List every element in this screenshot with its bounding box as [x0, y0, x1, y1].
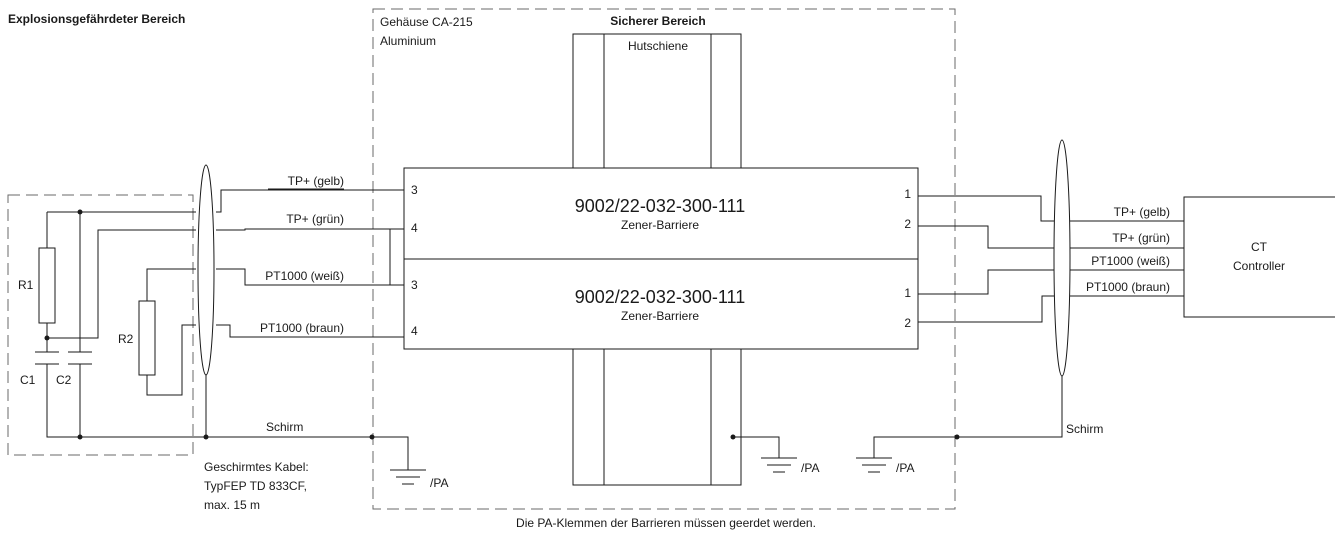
cable-note-line1: Geschirmtes Kabel:	[204, 460, 309, 474]
barrier-2-terminal-left-3: 3	[411, 278, 418, 292]
ground-label-barrier: /PA	[801, 461, 819, 475]
capacitor-c2	[68, 351, 92, 365]
barrier-2-part-number: 9002/22-032-300-111	[575, 287, 745, 307]
right-wire-label-pt1000-weiss: PT1000 (weiß)	[1091, 254, 1170, 268]
junction-dot	[44, 335, 50, 341]
resistor-r2	[138, 300, 156, 376]
hazardous-area-title: Explosionsgefährdeter Bereich	[8, 12, 185, 26]
barrier-1-terminal-left-3: 3	[411, 183, 418, 197]
controller-label-line1: CT	[1251, 240, 1268, 254]
ground-label-left: /PA	[430, 476, 448, 490]
barrier-1-part-number: 9002/22-032-300-111	[575, 196, 745, 216]
right-shield-wire	[873, 376, 1063, 458]
junction-dot	[954, 434, 960, 440]
barrier-1-type: Zener-Barriere	[621, 218, 699, 232]
controller-label-line2: Controller	[1233, 259, 1285, 273]
junction-dot	[369, 434, 375, 440]
resistor-r1-label: R1	[18, 278, 34, 292]
safe-area-title: Sicherer Bereich	[610, 14, 705, 28]
barrier-1-terminal-left-4: 4	[411, 221, 418, 235]
barrier-2-terminal-left-4: 4	[411, 324, 418, 338]
housing-enclosure	[372, 8, 956, 510]
barrier-1-terminal-right-1: 1	[904, 187, 911, 201]
right-wire-label-tp-gruen: TP+ (grün)	[1112, 231, 1170, 245]
capacitor-c1	[35, 351, 59, 365]
barrier-2-terminal-right-1: 1	[904, 286, 911, 300]
left-signal-wires	[216, 189, 404, 338]
right-signal-wires	[918, 195, 1054, 323]
left-field-wires	[46, 211, 206, 438]
resistor-r1	[38, 247, 56, 324]
left-wire-label-tp-gelb: TP+ (gelb)	[288, 174, 344, 188]
right-wire-label-tp-gelb: TP+ (gelb)	[1114, 205, 1170, 219]
right-shield-label: Schirm	[1066, 422, 1103, 436]
controller-box	[1183, 196, 1335, 318]
left-shield-wire	[205, 375, 409, 470]
left-wire-label-tp-gruen: TP+ (grün)	[286, 212, 344, 226]
right-controller-wires	[1070, 220, 1184, 297]
sensor-enclosure	[7, 194, 194, 456]
right-wire-label-pt1000-braun: PT1000 (braun)	[1086, 280, 1170, 294]
capacitor-c2-label: C2	[56, 373, 72, 387]
ground-symbol-icon	[856, 457, 892, 473]
left-shield-label: Schirm	[266, 420, 303, 434]
barrier-2-terminal-right-2: 2	[904, 316, 911, 330]
junction-dot	[77, 434, 83, 440]
barrier-pa-wire	[733, 436, 780, 458]
barrier-2-type: Zener-Barriere	[621, 309, 699, 323]
junction-dot	[203, 434, 209, 440]
ground-label-right: /PA	[896, 461, 914, 475]
ground-symbol-icon	[761, 457, 797, 473]
footer-note: Die PA-Klemmen der Barrieren müssen geer…	[516, 516, 816, 530]
left-wire-label-pt1000-braun: PT1000 (braun)	[260, 321, 344, 335]
left-cable-shield	[197, 164, 215, 376]
cable-note-line2: TypFEP TD 833CF,	[204, 479, 307, 493]
ground-symbol-icon	[390, 469, 426, 485]
junction-dot	[730, 434, 736, 440]
right-cable-shield	[1053, 139, 1071, 377]
din-rail-label: Hutschiene	[628, 39, 688, 53]
barrier-1-terminal-right-2: 2	[904, 217, 911, 231]
housing-label-line2: Aluminium	[380, 34, 436, 48]
resistor-r2-label: R2	[118, 332, 134, 346]
left-wire-label-pt1000-weiss: PT1000 (weiß)	[265, 269, 344, 283]
capacitor-c1-label: C1	[20, 373, 36, 387]
junction-dot	[77, 209, 83, 215]
cable-note-line3: max. 15 m	[204, 498, 260, 512]
housing-label-line1: Gehäuse CA-215	[380, 15, 473, 29]
